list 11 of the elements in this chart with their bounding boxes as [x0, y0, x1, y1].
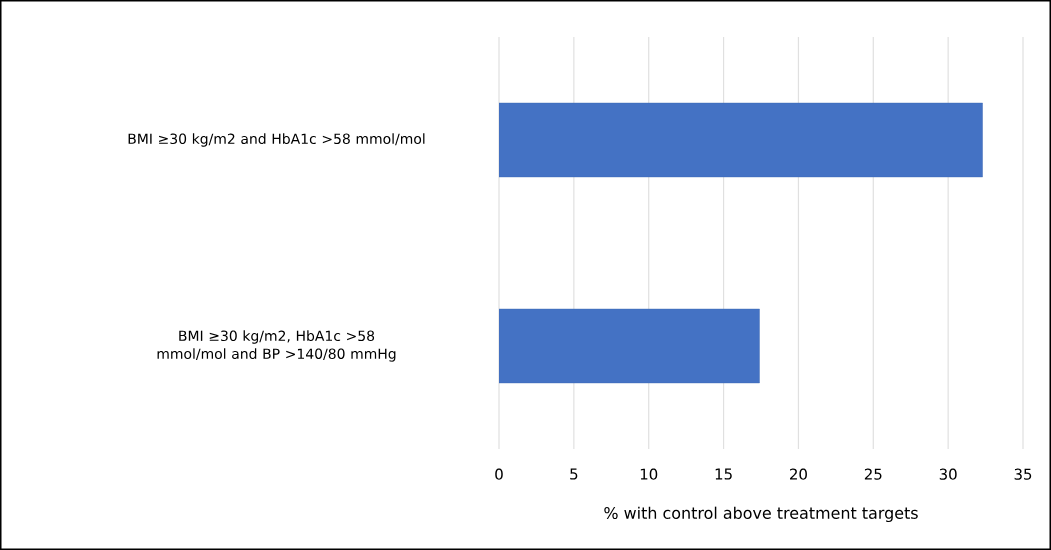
- y-tick-label: BMI ≥30 kg/m2 and HbA1c >58 mmol/mol: [128, 133, 425, 147]
- x-axis-title: % with control above treatment targets: [604, 506, 918, 523]
- x-tick-label: 5: [570, 468, 578, 480]
- x-tick-label: 10: [640, 468, 658, 480]
- y-tick-label: BMI ≥30 kg/m2, HbA1c >58 mmol/mol and BP >140/80 mmHg: [157, 330, 396, 362]
- x-tick-label: 0: [495, 468, 503, 480]
- x-tick-label: 30: [939, 468, 957, 480]
- x-tick-label: 20: [790, 468, 807, 480]
- x-tick-label: 25: [864, 468, 882, 480]
- x-tick-label: 15: [715, 468, 732, 480]
- x-tick-label: 35: [1014, 468, 1032, 480]
